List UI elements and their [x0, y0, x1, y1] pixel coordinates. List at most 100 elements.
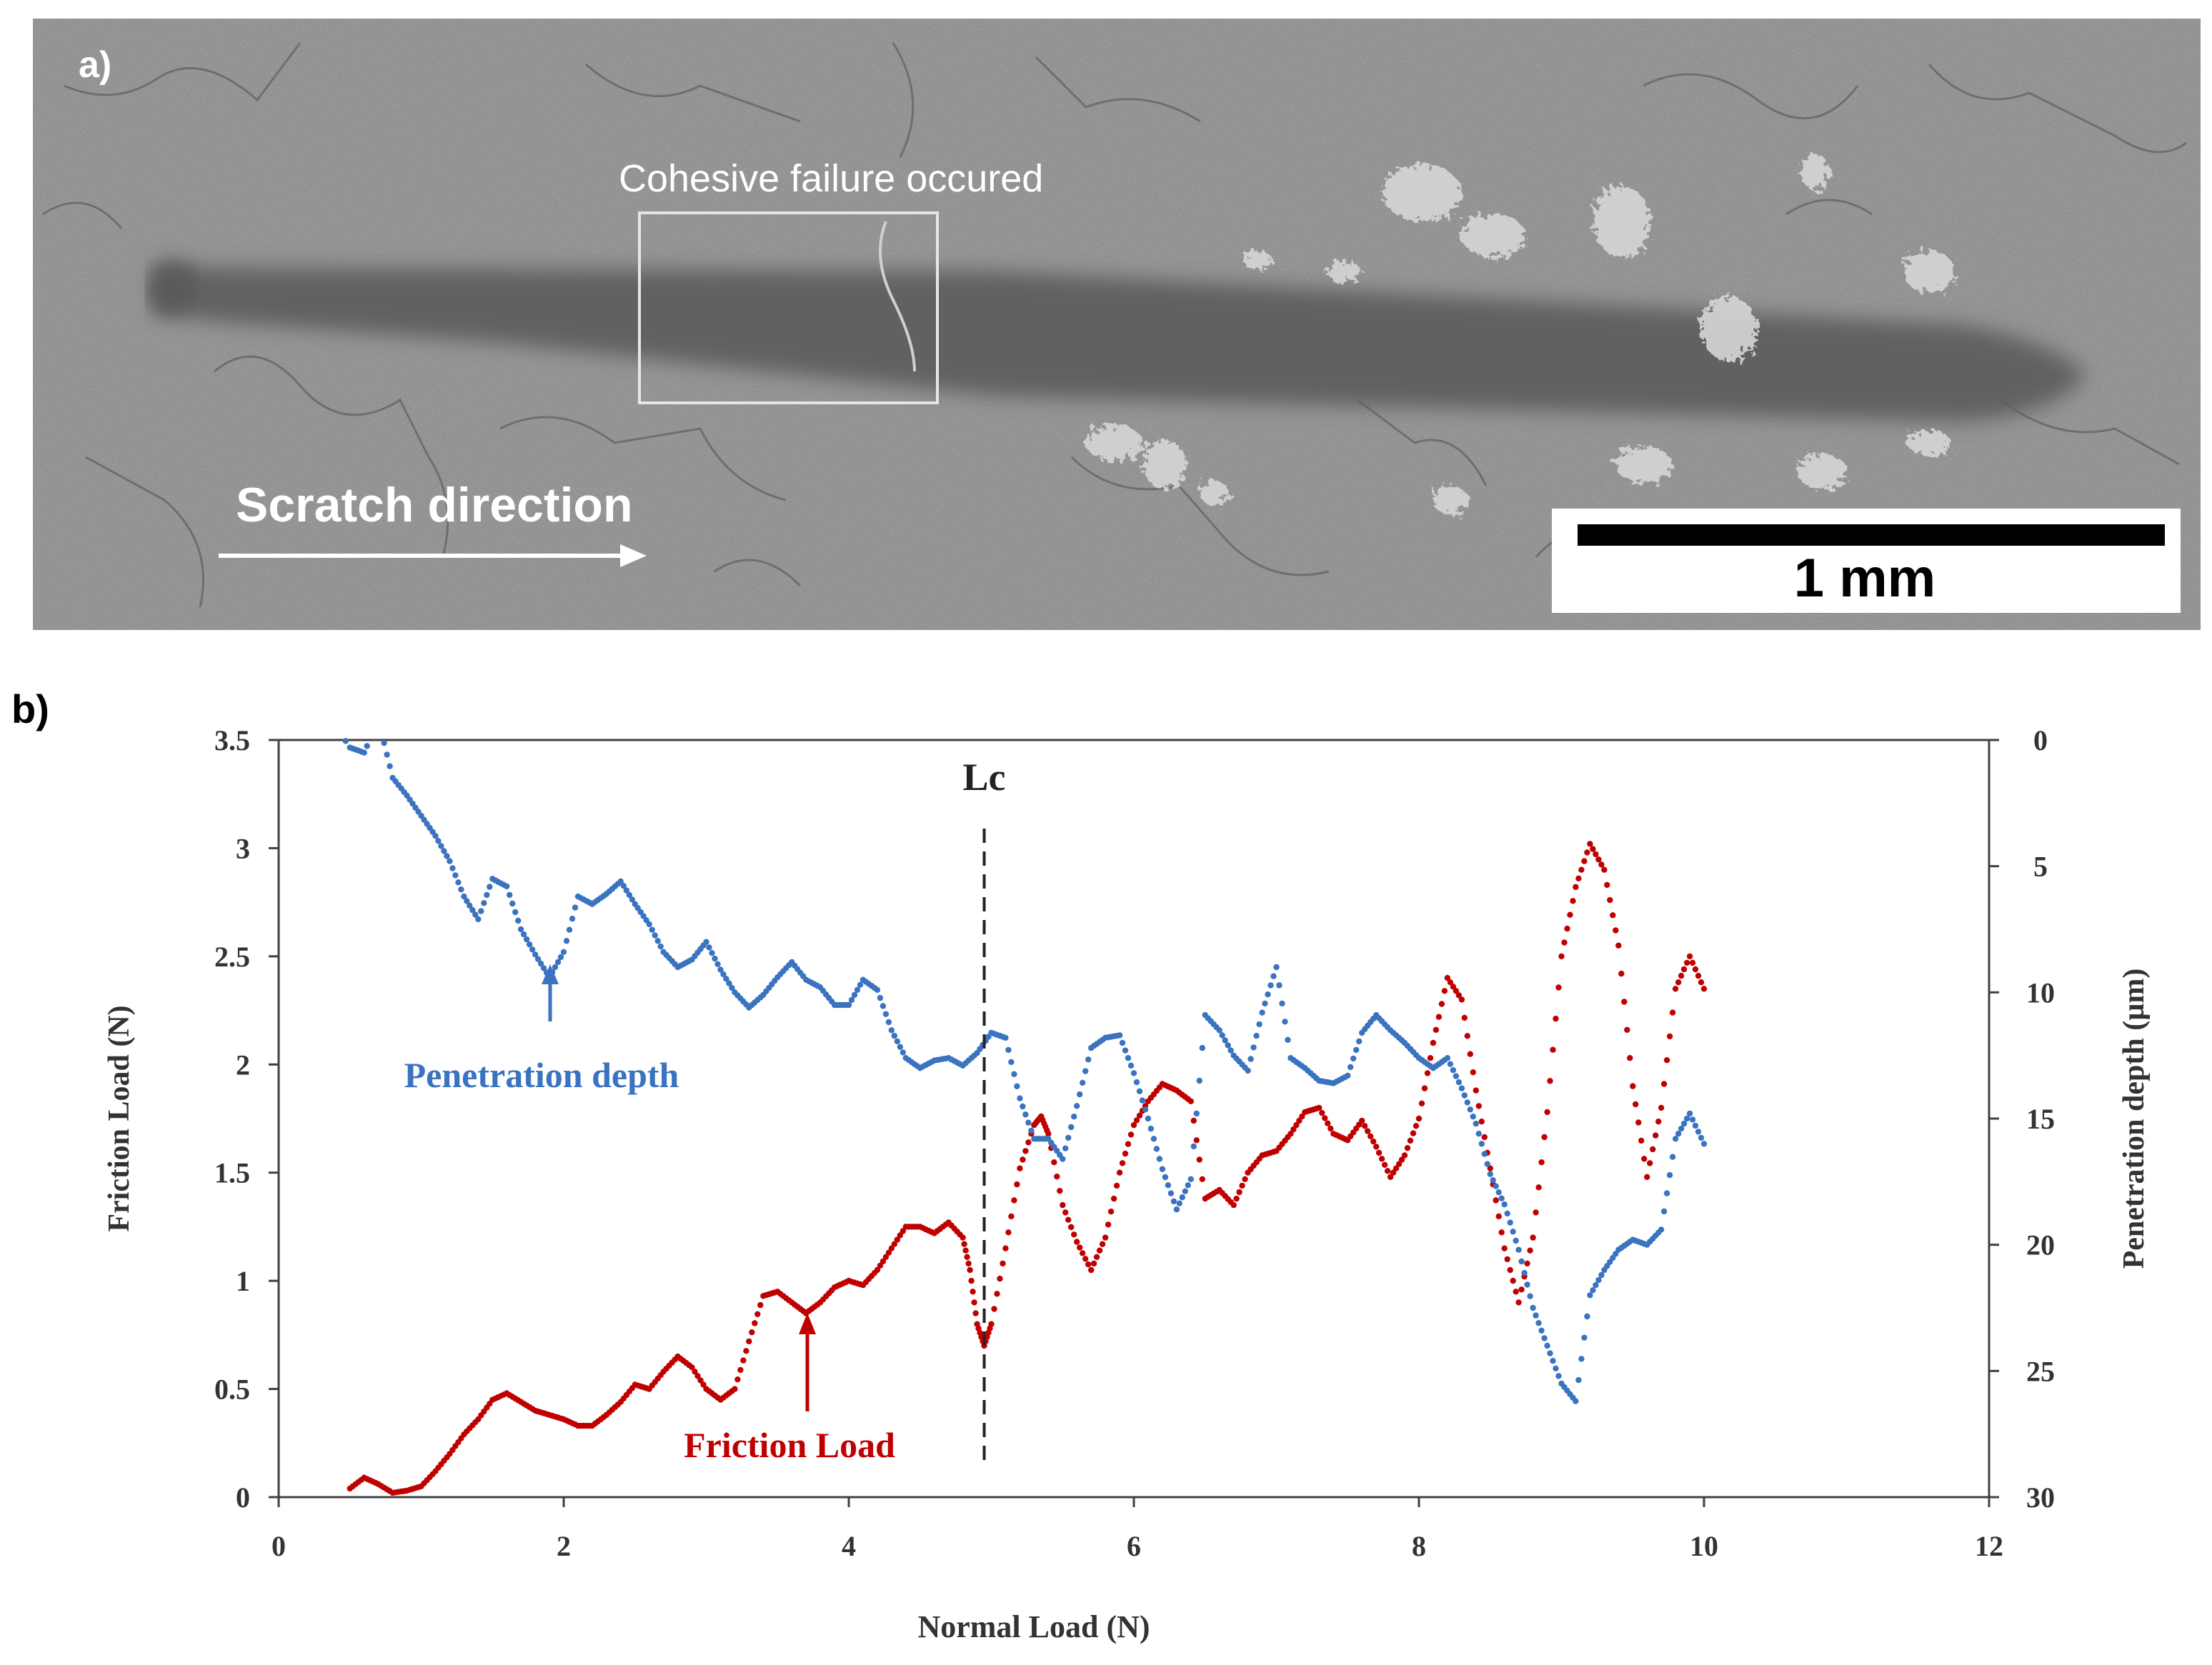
friction-point — [1242, 1176, 1248, 1183]
scale-bar-label: 1 mm — [1794, 548, 1936, 609]
x-tick-label: 6 — [1127, 1530, 1141, 1562]
friction-point — [1595, 856, 1602, 863]
micrograph-panel: a) Cohesive failure occured Scratch dire… — [33, 19, 2201, 630]
x-tick-label: 2 — [557, 1530, 571, 1562]
depth-point — [1530, 1304, 1536, 1311]
friction-point — [1127, 1131, 1135, 1138]
debris — [1086, 154, 1954, 514]
friction-point — [880, 1258, 887, 1265]
depth-point — [1179, 1194, 1186, 1201]
depth-point — [703, 939, 709, 945]
friction-point — [1008, 1213, 1015, 1220]
friction-point — [1062, 1209, 1069, 1216]
friction-point — [1322, 1115, 1328, 1121]
depth-point — [1683, 1115, 1690, 1122]
friction-point — [897, 1232, 904, 1239]
friction-point — [1564, 925, 1570, 932]
friction-point — [1590, 846, 1596, 852]
depth-point — [444, 853, 450, 859]
depth-point — [1350, 1055, 1357, 1062]
depth-point — [1267, 982, 1274, 989]
friction-point — [1074, 1239, 1080, 1245]
depth-point — [512, 909, 519, 916]
friction-point — [737, 1366, 744, 1374]
scratch-direction-label: Scratch direction — [236, 478, 633, 532]
depth-point — [1490, 1177, 1496, 1184]
depth-point — [1473, 1120, 1479, 1127]
depth-point — [1669, 1154, 1676, 1160]
depth-point — [455, 879, 462, 886]
cohesive-failure-box — [638, 211, 939, 404]
depth-point — [1190, 1143, 1197, 1150]
depth-point — [1122, 1047, 1129, 1054]
friction-point — [1299, 1113, 1305, 1120]
depth-point — [537, 960, 544, 967]
friction-point — [1686, 953, 1693, 960]
depth-point — [1481, 1151, 1488, 1157]
friction-point — [1378, 1156, 1385, 1162]
depth-point — [1686, 1110, 1693, 1117]
depth-point — [1062, 1145, 1069, 1151]
depth-point — [1470, 1114, 1476, 1120]
depth-point — [726, 980, 732, 986]
lc-label: Lc — [963, 756, 1006, 799]
friction-point — [1199, 1176, 1206, 1183]
friction-point — [1384, 1168, 1391, 1174]
depth-point — [1498, 1195, 1505, 1201]
friction-point — [1513, 1289, 1519, 1295]
y2-tick-label: 15 — [2026, 1103, 2055, 1135]
depth-point — [475, 916, 482, 923]
depth-point — [851, 991, 858, 999]
depth-point — [1550, 1358, 1556, 1364]
friction-point — [1367, 1133, 1374, 1140]
friction-point — [1675, 979, 1682, 986]
depth-point — [1658, 1226, 1665, 1233]
friction-point — [1375, 1149, 1382, 1156]
friction-point — [743, 1348, 749, 1354]
depth-point — [1022, 1111, 1029, 1118]
y-tick-labels: 0 0.5 1 1.5 2 2.5 3 3.5 — [214, 724, 279, 1514]
depth-point — [1245, 1067, 1251, 1074]
depth-point — [1028, 1127, 1035, 1134]
friction-point — [1547, 1078, 1553, 1084]
friction-point — [1544, 1109, 1550, 1116]
friction-point — [1510, 1277, 1516, 1284]
y-tick-label: 0 — [236, 1481, 250, 1514]
friction-point — [970, 1289, 976, 1295]
depth-point — [1187, 1176, 1195, 1183]
depth-point — [1176, 1200, 1183, 1206]
friction-point — [964, 1254, 970, 1261]
friction-point — [1002, 1245, 1009, 1251]
depth-point — [566, 926, 573, 933]
depth-point — [1484, 1161, 1490, 1167]
friction-point — [1102, 1234, 1109, 1241]
friction-point — [1478, 1119, 1485, 1125]
friction-point — [1621, 999, 1628, 1005]
depth-point — [472, 911, 479, 918]
depth-point — [1518, 1258, 1525, 1265]
surface-cracks — [42, 42, 2187, 608]
friction-point — [1487, 1165, 1493, 1171]
friction-point — [1005, 1229, 1012, 1236]
depth-point — [1345, 1072, 1351, 1079]
depth-point — [1127, 1062, 1135, 1069]
x-axis-label: Normal Load (N) — [917, 1609, 1150, 1644]
friction-point — [1107, 1209, 1115, 1215]
depth-point — [1524, 1281, 1530, 1288]
friction-point — [1424, 1070, 1431, 1076]
friction-point — [891, 1241, 898, 1247]
friction-point — [1122, 1150, 1129, 1157]
friction-point — [1130, 1121, 1137, 1129]
depth-point — [1060, 1156, 1066, 1162]
friction-point — [900, 1228, 907, 1234]
friction-point — [961, 1241, 967, 1247]
friction-point — [1535, 1184, 1542, 1191]
depth-point — [1507, 1219, 1513, 1226]
friction-point — [1088, 1266, 1095, 1274]
friction-point — [746, 1338, 752, 1345]
friction-point — [1022, 1148, 1029, 1154]
friction-point — [1655, 1119, 1662, 1125]
friction-point — [1498, 1229, 1505, 1236]
depth-point — [1017, 1095, 1023, 1101]
depth-point — [857, 981, 864, 988]
